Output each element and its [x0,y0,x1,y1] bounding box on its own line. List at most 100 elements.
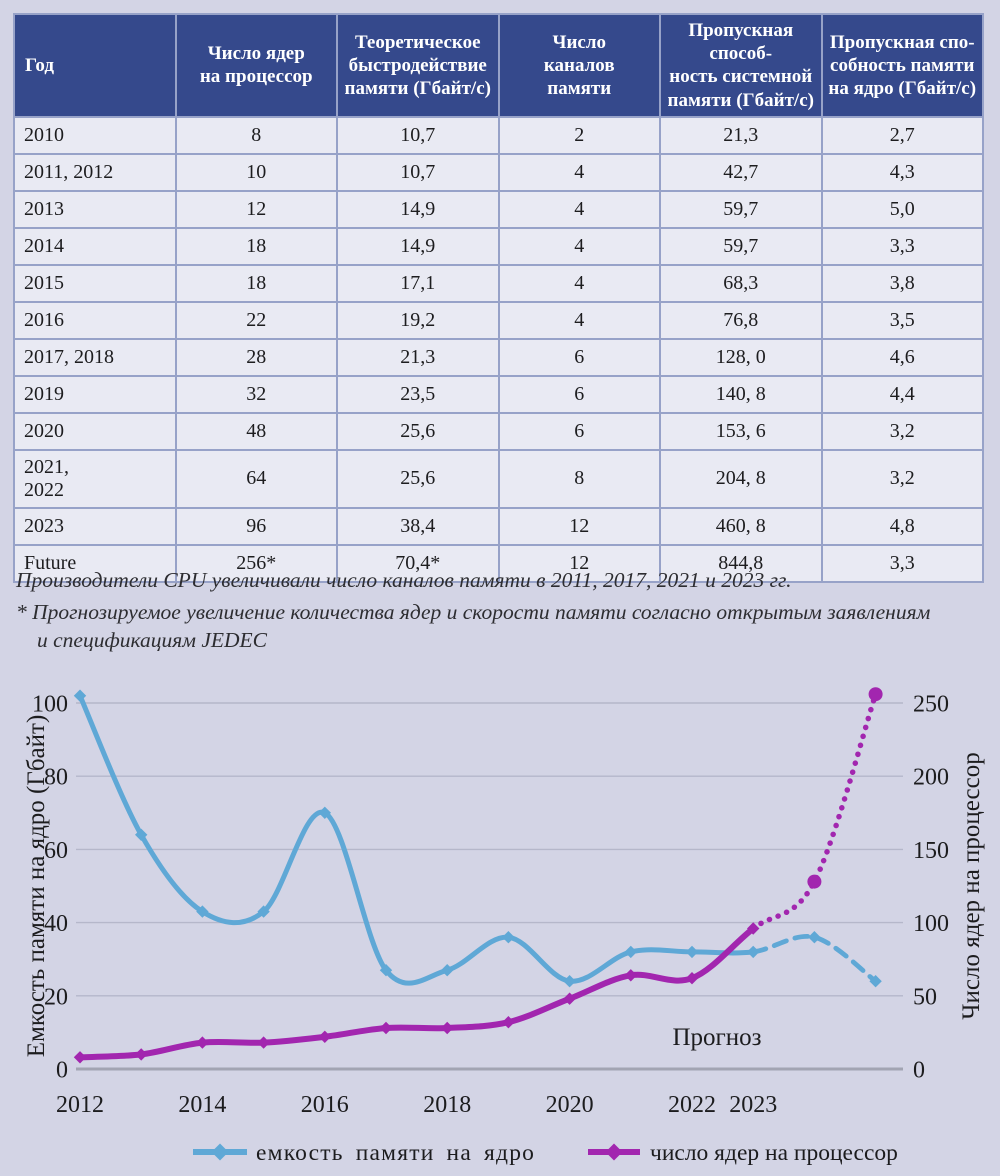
legend-label: емкость памяти на ядро [256,1140,535,1166]
value-cell: 22 [174,300,338,340]
data-point-marker [196,905,209,918]
value-cell: 460, 8 [659,506,823,546]
left-axis-tick-label: 20 [44,984,68,1010]
table-row: 2015 18 17,1 4 68,3 3,8 [13,263,984,303]
column-header: Теоретическое быстродействие памяти (Гба… [336,13,500,118]
value-cell: 21,3 [336,337,500,377]
year-cell: 2010 [13,115,177,155]
data-point-marker [808,931,821,944]
value-cell: 38,4 [336,506,500,546]
year-cell: 2011, 2012 [13,152,177,192]
value-cell: 28 [174,337,338,377]
value-cell: 14,9 [336,226,500,266]
data-point-marker [685,945,699,959]
data-point-marker [502,931,515,944]
value-cell: 3,5 [820,300,984,340]
x-axis-tick-label: 2022 [668,1092,716,1118]
table-notes: Производители CPU увеличивали число кана… [16,567,984,654]
right-axis-tick-label: 150 [913,838,949,864]
value-cell: 4 [497,189,661,229]
year-cell: 2023 [13,506,177,546]
right-axis-tick-label: 200 [913,765,949,791]
column-header: Пропускная способ- ность системной памят… [659,13,823,118]
table-caption: Производители CPU увеличивали число кана… [16,568,792,592]
year-cell: 2014 [13,226,177,266]
value-cell: 4 [497,263,661,303]
table-row: 2013 12 14,9 4 59,7 5,0 [13,189,984,229]
data-point-marker [257,1036,270,1049]
column-header: Число каналов памяти [497,13,661,118]
column-header: Число ядер на процессор [174,13,338,118]
data-point-marker [135,1048,148,1061]
value-cell: 18 [174,263,338,303]
forecast-point-marker [807,874,822,889]
year-cell: 2019 [13,374,177,414]
value-cell: 17,1 [336,263,500,303]
x-axis-tick-label: 2018 [423,1092,471,1118]
table-row: Future 256* 70,4* 12 844,8 3,3 [13,543,984,583]
value-cell: 21,3 [659,115,823,155]
left-axis-tick-label: 100 [32,692,68,718]
year-cell: 2015 [13,263,177,303]
chart-gridlines [76,702,903,1071]
data-point-marker [196,1036,209,1049]
value-cell: 18 [174,226,338,266]
x-axis-tick-label: 2023 [729,1092,777,1118]
value-cell: 12 [174,189,338,229]
data-point-marker [379,1021,393,1035]
data-point-marker [563,975,576,988]
memory-cores-line-chart: 0 20 40 60 80 100 0 50 100 150 200 250 Емкость памят… [23,687,985,1166]
value-cell: 14,9 [336,189,500,229]
value-cell: 6 [497,411,661,451]
value-cell: 32 [174,374,338,414]
value-cell: 96 [174,506,338,546]
data-point-marker [502,1016,515,1029]
data-point-marker [747,922,760,935]
x-axis-tick-label: 2014 [178,1092,226,1118]
table-header-row: Год Число ядер на процессор Теоретическое … [13,13,984,118]
table-row: 2011, 2012 10 10,7 4 42,7 4,3 [13,152,984,192]
value-cell: 2 [497,115,661,155]
value-cell: 6 [497,374,661,414]
table-footnote: * Прогнозируемое увеличение количества я… [16,599,984,654]
value-cell: 59,7 [659,189,823,229]
value-cell: 10 [174,152,338,192]
value-cell: 4 [497,226,661,266]
column-header: Пропускная спо- собность памяти на ядро … [820,13,984,118]
value-cell: 70,4* [336,543,500,583]
cpu-memory-spec-table: Год Число ядер на процессор Теоретическое … [13,13,984,583]
column-header: Год [13,13,177,118]
value-cell: 48 [174,411,338,451]
data-point-marker [441,1021,454,1035]
left-axis-tick-label: 80 [44,765,68,791]
year-cell: 2017, 2018 [13,337,177,377]
table-row: 2010 8 10,7 2 21,3 2,7 [13,115,984,155]
value-cell: 23,5 [336,374,500,414]
series-line-forecast-dotted [750,691,879,932]
right-axis-tick-label: 100 [913,911,949,937]
table-row: 2014 18 14,9 4 59,7 3,3 [13,226,984,266]
x-axis-tick-label: 2016 [301,1092,349,1118]
table-body: 2010 8 10,7 2 21,3 2,7 2011, 2012 10 10,7 4 42,7 4,… [13,115,984,583]
right-axis-tick-label: 0 [913,1058,925,1084]
left-axis-ticks: 0 20 40 60 80 100 [32,692,68,1084]
forecast-point-marker [868,687,883,702]
value-cell: 12 [497,506,661,546]
year-cell: 2016 [13,300,177,340]
x-axis-tick-label: 2020 [546,1092,594,1118]
value-cell: 5,0 [820,189,984,229]
data-point-marker [747,945,760,959]
value-cell: 64 [174,448,338,509]
value-cell: 4,6 [820,337,984,377]
value-cell: 4,8 [820,506,984,546]
purple-series [73,687,883,1064]
value-cell: 59,7 [659,226,823,266]
value-cell: 6 [497,337,661,377]
value-cell: 8 [497,448,661,509]
table-row: 2021, 2022 64 25,6 8 204, 8 3,2 [13,448,984,509]
year-cell: 2021, 2022 [13,448,177,509]
value-cell: 3,2 [820,411,984,451]
value-cell: 42,7 [659,152,823,192]
footnote-line-1: * Прогнозируемое увеличение количества я… [16,600,931,625]
